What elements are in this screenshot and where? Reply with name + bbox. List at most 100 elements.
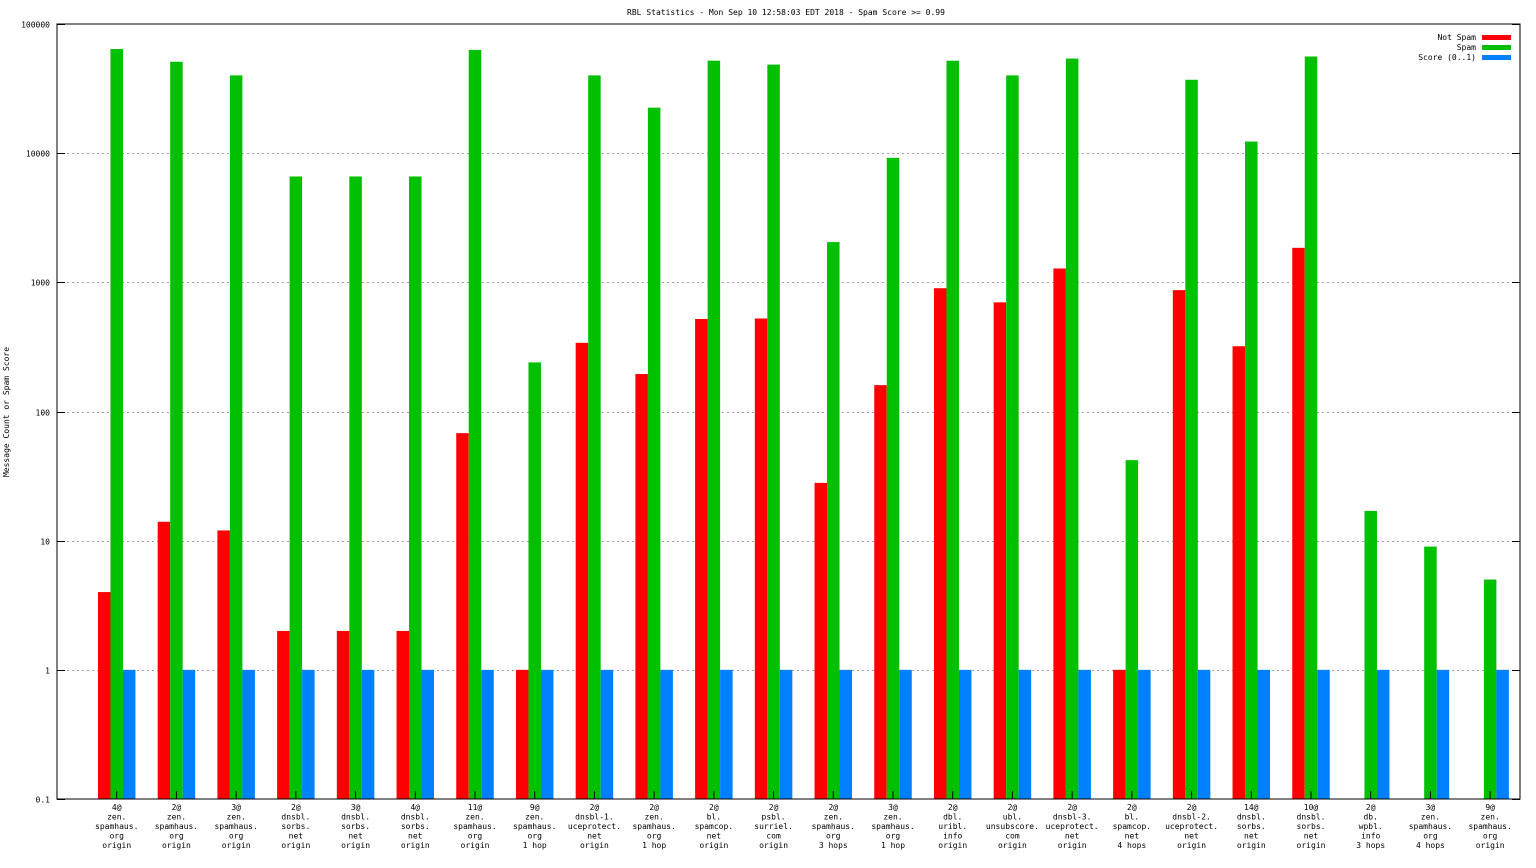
bar-not-spam bbox=[97, 592, 111, 799]
bar-not-spam bbox=[874, 385, 887, 799]
x-tick-label: 9@ zen. spamhaus. org origin bbox=[1468, 803, 1511, 850]
bar-not-spam bbox=[1292, 247, 1305, 799]
legend-label: Spam bbox=[1457, 43, 1476, 52]
bar-score-0-1 bbox=[1138, 669, 1151, 799]
bar-not-spam bbox=[157, 521, 171, 799]
bar-not-spam bbox=[1053, 268, 1066, 800]
bar-spam bbox=[767, 64, 780, 800]
bar-spam bbox=[827, 242, 840, 799]
legend-label: Score (0..1) bbox=[1418, 53, 1476, 62]
bar-spam bbox=[349, 176, 362, 799]
bar-score-0-1 bbox=[1257, 669, 1271, 799]
legend-swatch bbox=[1482, 45, 1511, 50]
bar-spam bbox=[1185, 79, 1198, 800]
y-tick-label: 1 bbox=[45, 667, 50, 676]
bar-not-spam bbox=[277, 630, 290, 799]
x-tick-label: 2@ zen. spamhaus. org origin bbox=[155, 803, 198, 850]
x-tick-label: 9@ zen. spamhaus. org 1 hop bbox=[513, 803, 556, 850]
y-tick-label: 1000 bbox=[31, 279, 50, 288]
legend-label: Not Spam bbox=[1437, 33, 1476, 42]
bar-spam bbox=[1364, 510, 1377, 799]
bar-spam bbox=[170, 61, 183, 799]
bar-score-0-1 bbox=[600, 669, 614, 799]
bar-score-0-1 bbox=[1496, 669, 1509, 799]
x-tick-label: 2@ dnsbl-2. uceprotect. net origin bbox=[1165, 803, 1218, 850]
x-tick-label: 3@ zen. spamhaus. org origin bbox=[214, 803, 257, 850]
x-tick-label: 2@ ubl. unsubscore. com origin bbox=[986, 803, 1039, 850]
bar-score-0-1 bbox=[1376, 669, 1390, 799]
y-tick-label: 0.1 bbox=[36, 796, 51, 805]
bar-not-spam bbox=[993, 302, 1007, 799]
bar-spam bbox=[1065, 58, 1079, 800]
bar-spam bbox=[588, 75, 601, 800]
bar-score-0-1 bbox=[839, 669, 853, 799]
bar-score-0-1 bbox=[1436, 669, 1450, 799]
legend-swatch bbox=[1482, 35, 1511, 40]
x-tick-label: 2@ dnsbl-3. uceprotect. net origin bbox=[1046, 803, 1099, 850]
bar-spam bbox=[886, 157, 900, 800]
legend-swatch bbox=[1482, 55, 1511, 60]
bar-score-0-1 bbox=[958, 669, 972, 799]
bar-not-spam bbox=[814, 482, 828, 799]
x-tick-label: 2@ psbl. surriel. com origin bbox=[754, 803, 793, 850]
bar-score-0-1 bbox=[1197, 669, 1211, 799]
bar-score-0-1 bbox=[1018, 669, 1032, 799]
bar-score-0-1 bbox=[540, 669, 554, 799]
bar-spam bbox=[946, 60, 959, 799]
bar-not-spam bbox=[1232, 346, 1246, 799]
plot-frame bbox=[56, 23, 1521, 800]
bar-not-spam bbox=[635, 374, 648, 799]
x-tick-label: 4@ zen. spamhaus. org origin bbox=[95, 803, 138, 850]
bar-score-0-1 bbox=[1078, 669, 1091, 799]
bar-score-0-1 bbox=[660, 669, 673, 799]
y-tick-label: 10 bbox=[40, 538, 50, 547]
bar-spam bbox=[468, 49, 482, 799]
bar-spam bbox=[707, 60, 721, 799]
bar-spam bbox=[1006, 75, 1019, 800]
bar-spam bbox=[528, 362, 541, 799]
bar-score-0-1 bbox=[122, 669, 136, 799]
bar-not-spam bbox=[396, 630, 410, 799]
bar-spam bbox=[1424, 546, 1437, 799]
bar-not-spam bbox=[695, 319, 708, 799]
y-tick-label: 10000 bbox=[26, 150, 50, 159]
chart-title: RBL Statistics - Mon Sep 10 12:58:03 EDT… bbox=[627, 8, 945, 17]
x-tick-label: 2@ dbl. uribl. info origin bbox=[938, 803, 967, 850]
bar-spam bbox=[110, 49, 123, 799]
x-tick-label: 4@ dnsbl. sorbs. net origin bbox=[401, 803, 430, 850]
bar-not-spam bbox=[515, 669, 529, 799]
bar-spam bbox=[1245, 141, 1258, 799]
bar-not-spam bbox=[754, 318, 768, 799]
bar-score-0-1 bbox=[899, 669, 912, 799]
bar-score-0-1 bbox=[779, 669, 793, 799]
x-tick-label: 2@ dnsbl-1. uceprotect. net origin bbox=[568, 803, 621, 850]
x-tick-label: 3@ zen. spamhaus. org 1 hop bbox=[871, 803, 914, 850]
bar-not-spam bbox=[336, 630, 350, 799]
bar-spam bbox=[647, 107, 661, 800]
x-tick-label: 3@ zen. spamhaus. org 4 hops bbox=[1409, 803, 1452, 850]
y-axis-label: Message Count or Spam Score bbox=[2, 347, 11, 477]
bar-spam bbox=[229, 75, 243, 800]
bar-not-spam bbox=[217, 530, 230, 799]
y-tick-label: 100 bbox=[36, 409, 51, 418]
bar-score-0-1 bbox=[182, 669, 196, 799]
bar-score-0-1 bbox=[421, 669, 435, 799]
x-axis-labels: 4@ zen. spamhaus. org origin 2@ zen. spamhaus. o… bbox=[95, 791, 1512, 850]
y-tick-label: 100000 bbox=[21, 21, 50, 30]
bar-spam bbox=[289, 176, 303, 799]
bar-not-spam bbox=[575, 342, 589, 799]
x-tick-label: 2@ db. wpbl. info 3 hops bbox=[1356, 803, 1385, 850]
bar-spam bbox=[1304, 56, 1318, 800]
bar-not-spam bbox=[1172, 290, 1186, 799]
bar-not-spam bbox=[456, 433, 469, 799]
x-tick-label: 10@ dnsbl. sorbs. net origin bbox=[1297, 803, 1326, 850]
bar-score-0-1 bbox=[720, 669, 733, 799]
bar-spam bbox=[1125, 460, 1139, 799]
x-tick-label: 3@ dnsbl. sorbs. net origin bbox=[341, 803, 370, 850]
x-tick-label: 11@ zen. spamhaus. org origin bbox=[453, 803, 496, 850]
x-tick-label: 2@ bl. spamcop. net origin bbox=[695, 803, 734, 850]
y-axis-ticks: 0.1 1 10 100 1000 10000 100000 bbox=[21, 21, 1520, 805]
